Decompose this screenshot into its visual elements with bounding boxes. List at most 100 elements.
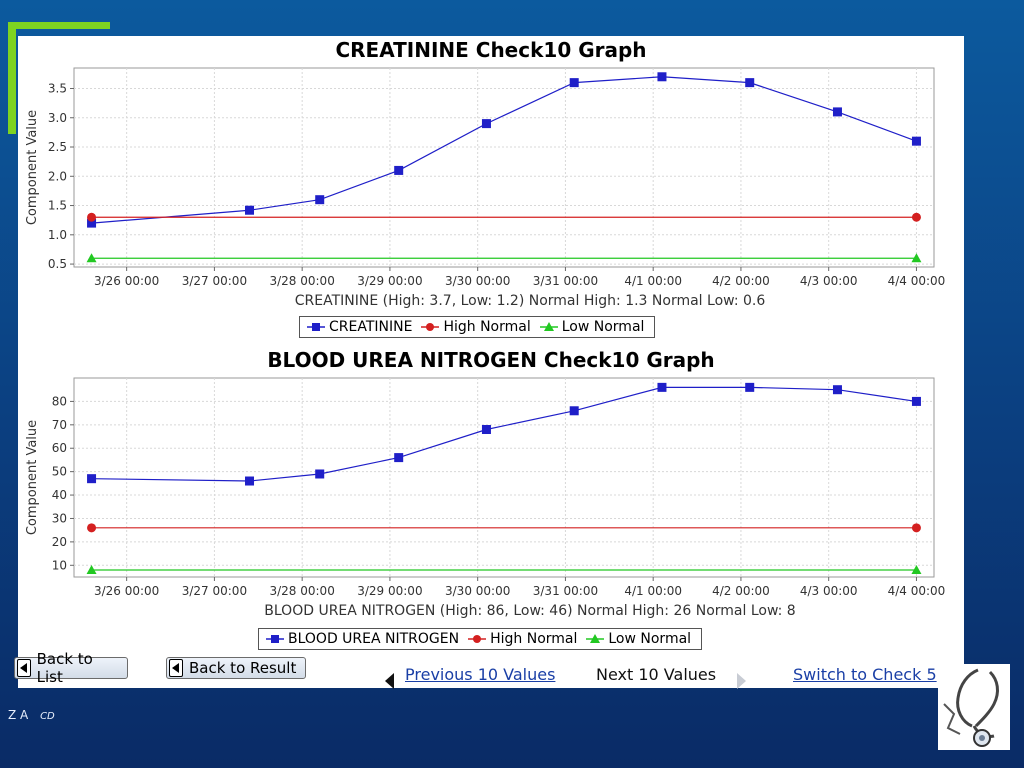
data-point (911, 212, 921, 222)
x-tick-label: 4/2 00:00 (712, 274, 770, 288)
x-tick-label: 3/29 00:00 (357, 584, 422, 598)
back-to-result-button[interactable]: Back to Result (166, 657, 306, 679)
y-tick-label: 30 (52, 511, 67, 525)
next-values-label[interactable]: Next 10 Values (596, 665, 717, 684)
data-point (569, 78, 579, 88)
data-point (86, 253, 97, 263)
data-point (394, 165, 404, 175)
y-tick-label: 70 (52, 418, 67, 432)
y-tick-label: 0.5 (48, 257, 67, 271)
legend-entry: BLOOD UREA NITROGEN (265, 631, 459, 647)
legend-label: Low Normal (608, 631, 692, 647)
arrow-left-icon (169, 659, 183, 677)
x-tick-label: 4/3 00:00 (800, 584, 858, 598)
legend-swatch-icon (539, 322, 558, 331)
y-tick-label: 80 (52, 394, 67, 408)
legend-entry: High Normal (467, 631, 577, 647)
legend-label: High Normal (490, 631, 578, 647)
x-tick-label: 3/30 00:00 (445, 584, 510, 598)
creatinine-chart: 0.5 1.0 1.5 2.0 2.5 3.0 3.5 3/26 00:00 3/27 00:0… (25, 67, 946, 309)
footer-main: Z A (8, 708, 29, 722)
data-point (657, 382, 667, 392)
data-point (911, 136, 921, 146)
data-point (394, 453, 404, 463)
legend-swatch-icon (266, 635, 284, 643)
arrow-left-icon (17, 659, 31, 677)
x-tick-label: 3/28 00:00 (269, 274, 334, 288)
legend-swatch-icon (468, 635, 487, 643)
x-tick-label: 3/27 00:00 (182, 584, 247, 598)
data-point (87, 474, 97, 484)
data-point (911, 396, 921, 406)
legend-label: High Normal (443, 319, 531, 335)
x-tick-label: 4/1 00:00 (624, 584, 682, 598)
x-tick-label: 3/26 00:00 (94, 274, 159, 288)
data-point (832, 385, 842, 395)
accent-bar-horizontal (8, 22, 110, 29)
next-arrow-icon[interactable] (737, 673, 747, 689)
y-axis-label: Component Value (25, 110, 40, 225)
y-tick-label: 1.0 (48, 228, 67, 242)
footer-sub: CD (40, 711, 55, 722)
back-to-list-label: Back to List (36, 650, 93, 686)
x-tick-label: 3/31 00:00 (533, 584, 598, 598)
data-point (911, 523, 921, 533)
data-point (87, 212, 97, 222)
bun-legend: BLOOD UREA NITROGEN High Normal Low Normal (258, 628, 703, 650)
legend-entry: Low Normal (585, 631, 691, 647)
legend-label: CREATININE (329, 319, 413, 335)
legend-swatch-icon (421, 323, 440, 331)
series-line-blood-urea-nitrogen (91, 386, 917, 482)
switch-check-link[interactable]: Switch to Check 5 (793, 665, 937, 684)
series-line-creatinine (91, 76, 917, 224)
stethoscope-logo-icon (938, 664, 1010, 750)
back-to-result-label: Back to Result (189, 659, 297, 677)
data-point (745, 382, 755, 392)
creatinine-legend: CREATININE High Normal Low Normal (299, 316, 656, 338)
bun-chart: 10 20 30 40 50 60 70 80 3/26 00:00 3/27 00:00 3/28… (25, 377, 946, 619)
x-tick-label: 3/27 00:00 (182, 274, 247, 288)
x-tick-label: 4/3 00:00 (800, 274, 858, 288)
x-tick-label: 3/28 00:00 (269, 584, 334, 598)
x-axis-label: CREATININE (High: 3.7, Low: 1.2) Normal … (295, 293, 766, 309)
chart-title-bun: BLOOD UREA NITROGEN Check10 Graph (267, 348, 715, 372)
data-point (657, 72, 667, 82)
data-point (481, 425, 491, 435)
data-point (245, 476, 255, 486)
accent-bar-vertical (8, 22, 16, 134)
footer-text: Z A CD (8, 708, 55, 722)
data-point (86, 564, 97, 574)
legend-entry: CREATININE (306, 319, 412, 335)
y-tick-label: 40 (52, 488, 67, 502)
legend-label: Low Normal (561, 319, 645, 335)
previous-arrow-icon[interactable] (385, 673, 395, 689)
y-tick-label: 60 (52, 441, 67, 455)
y-tick-label: 3.0 (48, 111, 67, 125)
x-tick-label: 4/2 00:00 (712, 584, 770, 598)
y-tick-label: 2.5 (48, 140, 67, 154)
x-tick-label: 3/29 00:00 (357, 274, 422, 288)
chart-title-creatinine: CREATININE Check10 Graph (335, 38, 647, 62)
data-point (87, 523, 97, 533)
plot-area (73, 67, 935, 268)
x-tick-label: 4/4 00:00 (888, 274, 946, 288)
x-axis-label: BLOOD UREA NITROGEN (High: 86, Low: 46) … (264, 603, 795, 619)
data-point (569, 406, 579, 416)
x-tick-label: 3/30 00:00 (445, 274, 510, 288)
y-tick-label: 3.5 (48, 81, 67, 95)
data-point (832, 107, 842, 117)
data-point (87, 218, 97, 228)
y-tick-label: 50 (52, 465, 67, 479)
data-point (911, 253, 922, 263)
content-panel: CREATININE Check10 Graph 0.5 1.0 1.5 2.0 2.5… (14, 36, 964, 689)
plot-area (73, 377, 935, 578)
y-tick-label: 1.5 (48, 199, 67, 213)
previous-values-link[interactable]: Previous 10 Values (405, 665, 556, 684)
x-tick-label: 4/4 00:00 (888, 584, 946, 598)
back-to-list-button[interactable]: Back to List (14, 650, 128, 686)
y-tick-label: 10 (52, 558, 67, 572)
legend-swatch-icon (586, 634, 605, 643)
x-tick-label: 4/1 00:00 (624, 274, 682, 288)
x-tick-label: 3/31 00:00 (533, 274, 598, 288)
data-point (245, 205, 255, 215)
